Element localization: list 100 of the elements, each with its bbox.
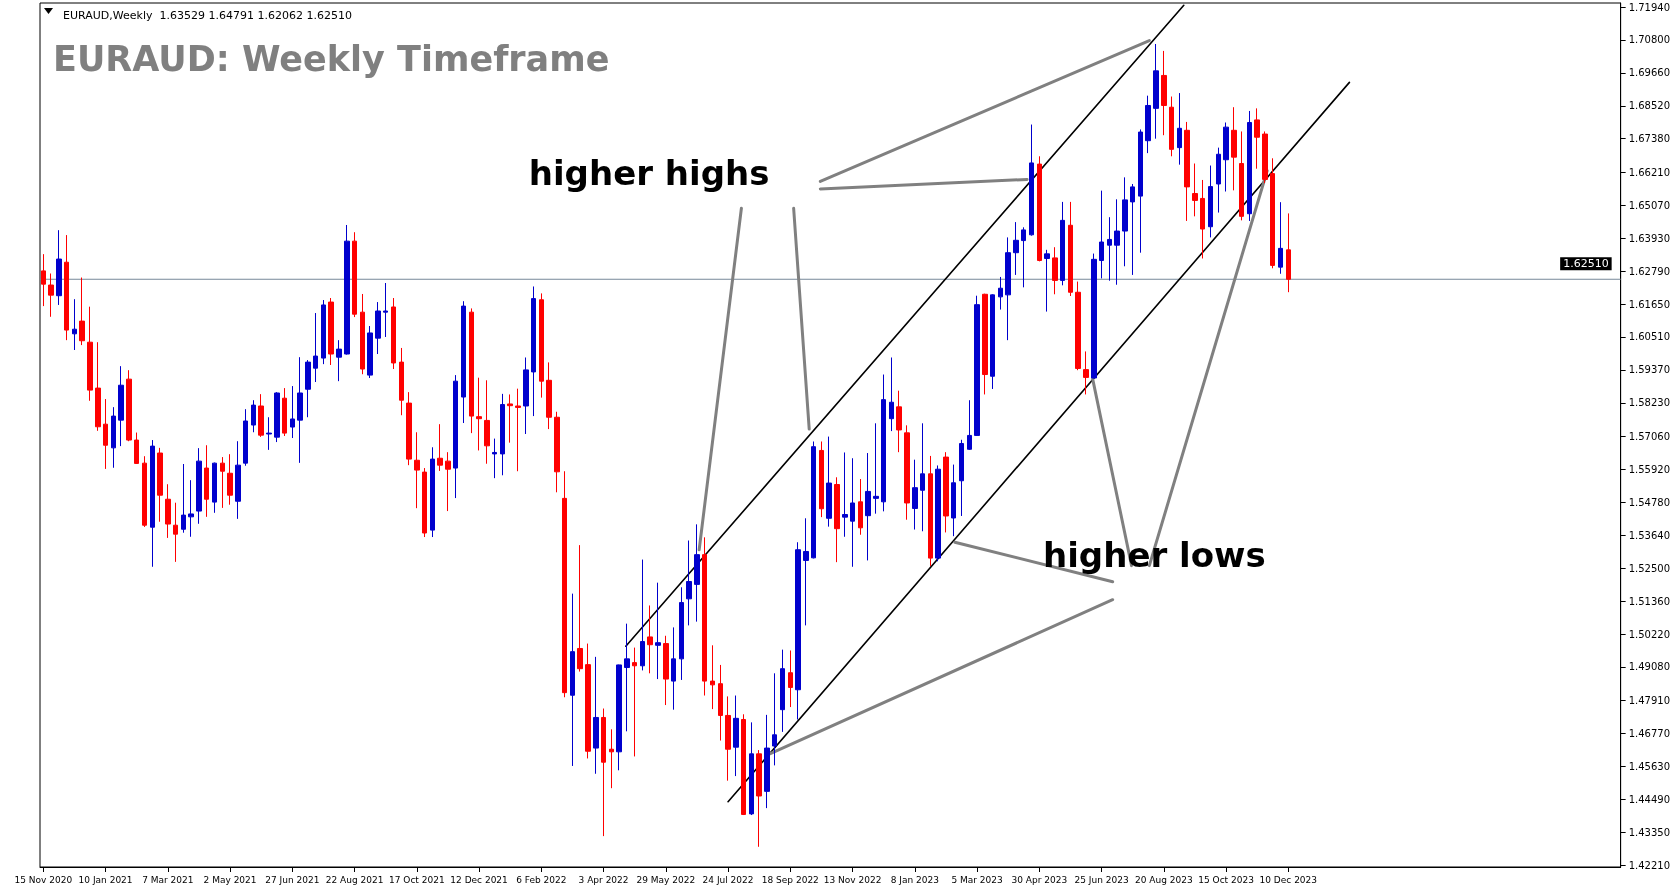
candlestick xyxy=(749,721,754,816)
y-tick-label: 1.61650 xyxy=(1628,298,1671,310)
candlestick xyxy=(79,277,85,346)
candlestick xyxy=(1161,50,1167,136)
candlestick xyxy=(399,347,404,416)
candlestick xyxy=(118,365,124,447)
y-tick-label: 1.71940 xyxy=(1628,1,1671,13)
candlestick xyxy=(1270,157,1275,269)
candlestick xyxy=(274,391,280,443)
candlestick xyxy=(554,411,560,493)
candlestick xyxy=(87,306,93,402)
candlestick xyxy=(352,231,357,318)
y-tick-label: 1.50220 xyxy=(1628,628,1671,640)
candlestick xyxy=(507,393,513,444)
y-tick-label: 1.54780 xyxy=(1628,496,1671,508)
candlestick xyxy=(157,447,163,523)
candlestick xyxy=(1044,249,1050,313)
y-tick-label: 1.68520 xyxy=(1628,100,1671,112)
candlestick xyxy=(1247,110,1252,222)
x-tick-label: 15 Oct 2023 xyxy=(1198,874,1254,885)
candlestick xyxy=(702,536,707,697)
y-tick-label: 1.47910 xyxy=(1628,695,1671,707)
candlestick xyxy=(624,623,630,732)
candlestick xyxy=(788,649,793,708)
candlestick xyxy=(220,456,225,509)
candlestick xyxy=(1169,96,1174,157)
candlestick xyxy=(539,292,544,399)
candlestick xyxy=(990,293,995,390)
candlestick xyxy=(1184,121,1190,222)
candlestick xyxy=(1060,201,1065,286)
candlestick xyxy=(305,359,311,418)
candlestick xyxy=(227,453,233,506)
candlestick xyxy=(764,714,770,809)
candlestick xyxy=(476,377,482,451)
candlestick xyxy=(570,593,575,767)
candlestick xyxy=(150,439,155,568)
candlestick xyxy=(367,325,373,379)
candlestick xyxy=(826,436,832,528)
y-tick-label: 1.51360 xyxy=(1628,595,1671,607)
x-tick-label: 13 Nov 2022 xyxy=(823,874,882,885)
candlestick xyxy=(858,478,863,536)
y-tick-label: 1.70800 xyxy=(1628,34,1671,46)
candlestick xyxy=(515,388,521,472)
candlestick xyxy=(328,297,334,366)
candlestick xyxy=(1254,107,1260,170)
candlestick xyxy=(258,393,264,438)
candlestick xyxy=(896,390,902,453)
candlestick xyxy=(422,467,427,538)
x-tick-label: 5 Mar 2023 xyxy=(951,874,1003,885)
candlestick xyxy=(414,431,420,509)
candlestick xyxy=(1037,155,1042,262)
candlestick xyxy=(111,406,116,469)
candlestick xyxy=(1153,43,1159,140)
candlestick xyxy=(251,399,256,433)
y-tick-label: 1.43350 xyxy=(1628,826,1671,838)
candlestick xyxy=(1177,92,1182,166)
text: EURAUD: Weekly Timeframe xyxy=(53,38,610,79)
candlestick xyxy=(445,451,451,512)
candlestick xyxy=(928,455,933,567)
candlestick xyxy=(313,312,318,383)
y-tick-label: 1.53640 xyxy=(1628,529,1671,541)
candlestick xyxy=(1262,130,1268,184)
candlestick xyxy=(904,424,910,521)
candlestick xyxy=(375,301,381,355)
candlestick xyxy=(881,374,886,512)
candlestick xyxy=(842,451,848,538)
candlestick xyxy=(663,635,669,706)
candlestick xyxy=(1200,179,1205,259)
candlestick xyxy=(601,708,606,837)
candlestick xyxy=(204,444,209,518)
candlestick xyxy=(523,356,529,435)
y-tick-label: 1.69660 xyxy=(1628,67,1671,79)
candlestick xyxy=(235,440,241,520)
candlestick xyxy=(756,749,762,848)
candlestick xyxy=(725,695,731,782)
candlestick xyxy=(850,457,855,568)
candlestick xyxy=(406,391,412,466)
candlestick xyxy=(609,728,614,789)
x-tick-label: 17 Oct 2021 xyxy=(389,874,445,885)
x-tick-label: 22 Aug 2021 xyxy=(325,874,384,885)
x-tick-label: 8 Jan 2023 xyxy=(890,874,939,885)
y-tick-label: 1.66210 xyxy=(1628,166,1671,178)
candlestick xyxy=(1145,95,1151,154)
candlestick xyxy=(321,299,326,365)
x-tick-label: 20 Aug 2023 xyxy=(1134,874,1193,885)
candlestick xyxy=(484,379,490,465)
candlestick xyxy=(48,272,54,318)
candlestick xyxy=(1075,281,1081,371)
x-tick-label: 6 Feb 2022 xyxy=(516,874,567,885)
candlestick xyxy=(710,644,715,710)
candlestick xyxy=(1052,246,1058,295)
candlestick xyxy=(290,385,295,439)
candlestick xyxy=(297,356,303,464)
candlestick xyxy=(920,422,925,532)
candlestick xyxy=(577,544,583,673)
candlestick xyxy=(243,408,248,467)
candlestick xyxy=(196,447,202,525)
candlestick xyxy=(173,502,178,563)
candlestick xyxy=(671,626,676,711)
ref-line-label: 1.62510 xyxy=(1563,257,1609,271)
